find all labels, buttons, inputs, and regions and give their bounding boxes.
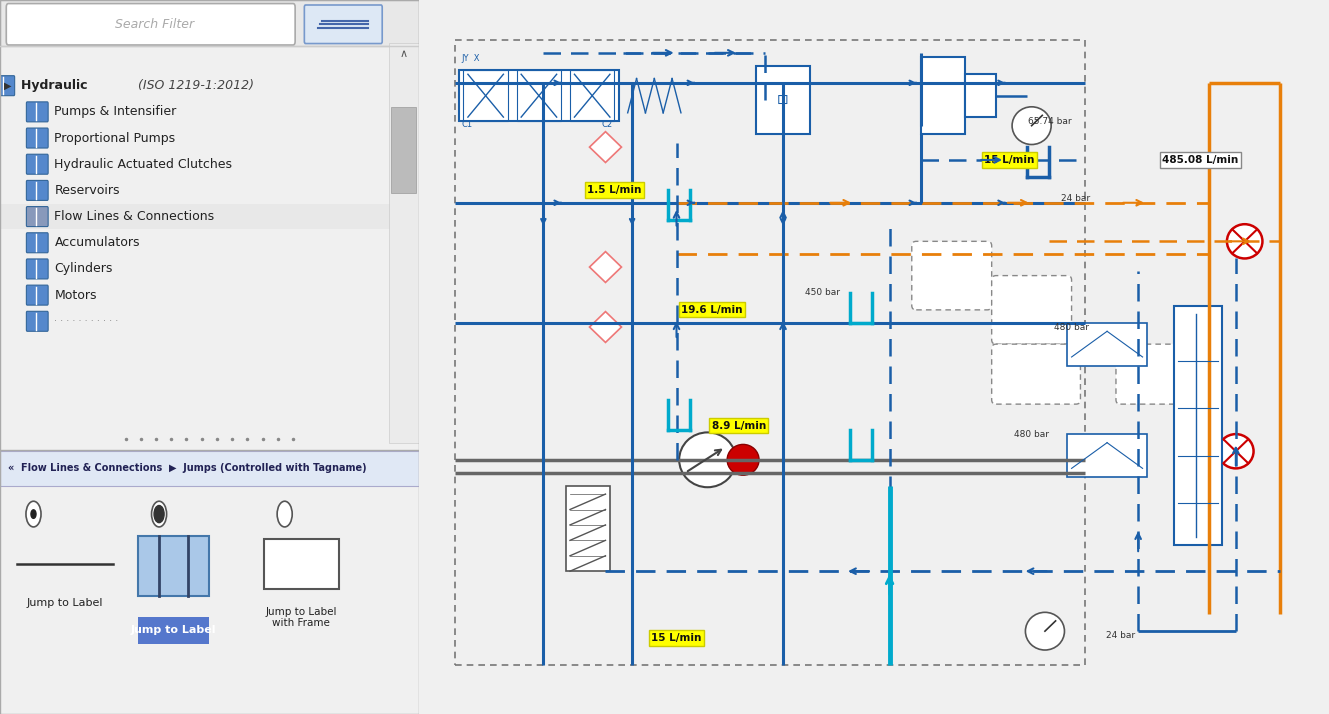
Text: Jump to Label: Jump to Label bbox=[27, 598, 104, 608]
Circle shape bbox=[1013, 107, 1051, 144]
Bar bbox=[459, 70, 619, 121]
FancyBboxPatch shape bbox=[138, 536, 210, 596]
Bar bbox=[0, 203, 419, 229]
Circle shape bbox=[1227, 224, 1263, 258]
Text: JY  X: JY X bbox=[461, 54, 480, 64]
Bar bbox=[1067, 323, 1147, 366]
Bar bbox=[921, 57, 965, 134]
Bar bbox=[1067, 434, 1147, 477]
Circle shape bbox=[152, 501, 166, 527]
Text: Hydraulic: Hydraulic bbox=[21, 79, 92, 92]
Circle shape bbox=[679, 433, 736, 487]
FancyBboxPatch shape bbox=[27, 128, 48, 148]
Text: Search Filter: Search Filter bbox=[116, 18, 194, 31]
Bar bbox=[570, 70, 614, 121]
Text: ∧: ∧ bbox=[400, 49, 408, 59]
Text: Flow Lines & Connections: Flow Lines & Connections bbox=[54, 210, 214, 223]
Text: C1: C1 bbox=[461, 121, 473, 129]
Text: C2: C2 bbox=[601, 121, 613, 129]
Circle shape bbox=[1219, 434, 1253, 468]
Text: 485.08 L/min: 485.08 L/min bbox=[1162, 155, 1239, 165]
Text: Jump to Label: Jump to Label bbox=[132, 625, 217, 635]
Circle shape bbox=[727, 444, 759, 476]
Text: Motors: Motors bbox=[54, 288, 97, 301]
Text: Jump to Label
with Frame: Jump to Label with Frame bbox=[266, 607, 338, 628]
Text: Accumulators: Accumulators bbox=[54, 236, 140, 249]
FancyBboxPatch shape bbox=[27, 285, 48, 305]
Text: 480 bar: 480 bar bbox=[1014, 430, 1049, 438]
FancyBboxPatch shape bbox=[0, 76, 15, 96]
Bar bbox=[0, 0, 419, 46]
Text: Cylinders: Cylinders bbox=[54, 263, 113, 276]
Text: 450 bar: 450 bar bbox=[805, 288, 840, 297]
Circle shape bbox=[27, 501, 41, 527]
Circle shape bbox=[154, 506, 163, 523]
Bar bbox=[566, 486, 610, 571]
FancyBboxPatch shape bbox=[27, 102, 48, 122]
Polygon shape bbox=[590, 131, 622, 163]
Text: 15 L/min: 15 L/min bbox=[651, 633, 702, 643]
Text: Hydraulic Actuated Clutches: Hydraulic Actuated Clutches bbox=[54, 158, 233, 171]
Circle shape bbox=[1026, 613, 1065, 650]
FancyBboxPatch shape bbox=[27, 259, 48, 279]
Text: ▶: ▶ bbox=[4, 81, 12, 91]
Text: ⊡: ⊡ bbox=[777, 93, 789, 107]
Bar bbox=[1174, 306, 1223, 545]
Text: Pumps & Intensifier: Pumps & Intensifier bbox=[54, 106, 177, 119]
Text: Proportional Pumps: Proportional Pumps bbox=[54, 131, 175, 144]
Text: 1.5 L/min: 1.5 L/min bbox=[587, 185, 642, 195]
Text: · · · · · · · · · · ·: · · · · · · · · · · · bbox=[54, 316, 118, 326]
Polygon shape bbox=[590, 311, 622, 343]
Circle shape bbox=[31, 510, 36, 518]
Bar bbox=[389, 43, 419, 443]
Bar bbox=[0, 451, 419, 486]
FancyBboxPatch shape bbox=[263, 539, 339, 589]
Bar bbox=[756, 66, 809, 134]
FancyBboxPatch shape bbox=[304, 5, 383, 44]
Text: 8.9 L/min: 8.9 L/min bbox=[711, 421, 766, 431]
FancyBboxPatch shape bbox=[27, 154, 48, 174]
Polygon shape bbox=[590, 251, 622, 283]
FancyBboxPatch shape bbox=[27, 181, 48, 201]
FancyBboxPatch shape bbox=[27, 233, 48, 253]
Text: 15 L/min: 15 L/min bbox=[985, 155, 1034, 165]
FancyBboxPatch shape bbox=[138, 617, 210, 644]
FancyBboxPatch shape bbox=[912, 241, 991, 310]
Text: Reservoirs: Reservoirs bbox=[54, 184, 120, 197]
FancyBboxPatch shape bbox=[27, 311, 48, 331]
Text: 19.6 L/min: 19.6 L/min bbox=[682, 305, 743, 315]
FancyBboxPatch shape bbox=[991, 276, 1071, 344]
FancyBboxPatch shape bbox=[7, 4, 295, 45]
FancyBboxPatch shape bbox=[991, 344, 1080, 404]
Text: 24 bar: 24 bar bbox=[1106, 631, 1135, 640]
Bar bbox=[464, 70, 508, 121]
Circle shape bbox=[278, 501, 292, 527]
Text: (ISO 1219-1:2012): (ISO 1219-1:2012) bbox=[138, 79, 254, 92]
Text: 65.74 bar: 65.74 bar bbox=[1027, 117, 1071, 126]
Text: «  Flow Lines & Connections  ▶  Jumps (Controlled with Tagname): « Flow Lines & Connections ▶ Jumps (Cont… bbox=[8, 463, 367, 473]
Bar bbox=[965, 74, 997, 117]
Bar bbox=[392, 107, 416, 193]
Bar bbox=[517, 70, 561, 121]
Text: 24 bar: 24 bar bbox=[1062, 194, 1091, 203]
FancyBboxPatch shape bbox=[27, 206, 48, 226]
Text: 480 bar: 480 bar bbox=[1054, 323, 1088, 331]
FancyBboxPatch shape bbox=[1116, 344, 1204, 404]
